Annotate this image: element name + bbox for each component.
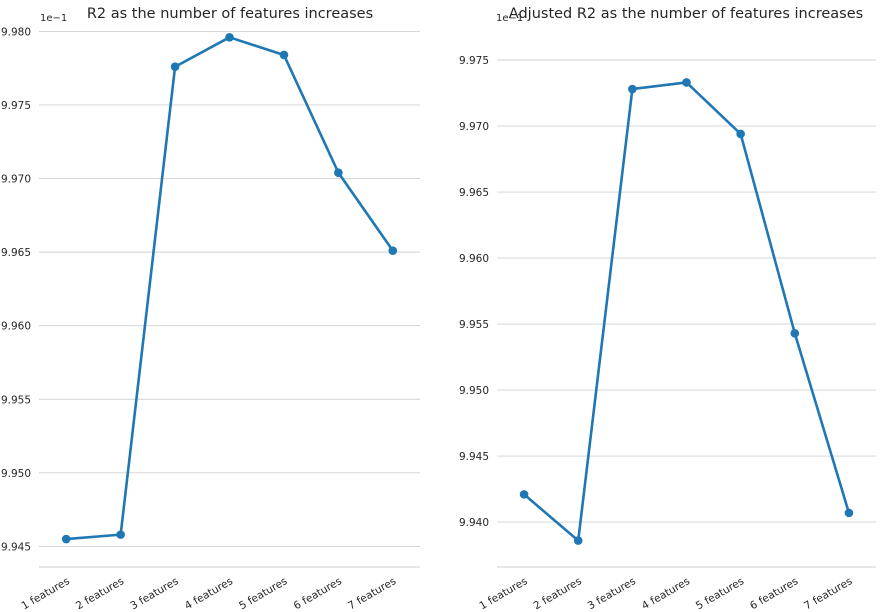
data-point [573, 536, 583, 545]
y-gridlines [39, 30, 420, 547]
y-tick-label: 9.955 [459, 319, 489, 331]
data-point [279, 50, 289, 60]
y-tick-label: 9.950 [459, 385, 489, 397]
adjusted-r2-chart: Adjusted R2 as the number of features in… [459, 6, 876, 612]
x-tick-labels: 1 features 2 features 3 features 4 features… [477, 575, 854, 612]
data-point [844, 508, 854, 518]
y-tick-label: 9.945 [1, 541, 31, 553]
y-tick-label: 9.975 [1, 100, 31, 112]
y-tick-label: 9.980 [1, 26, 31, 38]
y-tick-label: 9.945 [459, 451, 489, 463]
x-tick-label: 3 features [586, 575, 638, 612]
y-gridlines [497, 59, 876, 523]
data-point [334, 168, 343, 177]
data-point [790, 329, 800, 338]
y-tick-label: 9.970 [1, 174, 31, 186]
x-tick-label: 5 features [694, 575, 746, 612]
y-tick-label: 9.950 [1, 468, 31, 480]
data-point [170, 62, 180, 72]
x-tick-label: 4 features [183, 575, 235, 612]
x-tick-label: 7 features [346, 575, 398, 612]
y-tick-label: 9.960 [459, 253, 489, 265]
x-tick-label: 1 features [19, 575, 71, 612]
x-tick-label: 2 features [531, 575, 583, 612]
y-offset-label: 1e−1 [40, 13, 67, 24]
y-tick-label: 9.975 [459, 55, 489, 67]
y-tick-label: 9.940 [459, 517, 489, 529]
r2-chart: R2 as the number of features increases 1… [1, 6, 420, 612]
chart-title: R2 as the number of features increases [87, 6, 373, 22]
x-tick-label: 2 features [74, 575, 126, 612]
y-offset-label: 1e−1 [496, 13, 523, 24]
y-tick-labels: 9.940 9.945 9.950 9.955 9.960 9.965 9.970 9.975 [459, 55, 489, 529]
x-tick-label: 6 features [748, 575, 800, 612]
y-tick-label: 9.955 [1, 394, 31, 406]
x-tick-label: 4 features [640, 575, 692, 612]
series-line [523, 81, 851, 542]
y-tick-label: 9.965 [1, 247, 31, 259]
data-point [519, 490, 529, 499]
x-tick-labels: 1 features 2 features 3 features 4 features… [19, 575, 398, 612]
x-tick-label: 3 features [128, 575, 180, 612]
data-point [61, 534, 71, 544]
x-tick-label: 1 features [477, 575, 529, 612]
x-tick-label: 6 features [292, 575, 344, 612]
chart-title: Adjusted R2 as the number of features in… [509, 6, 863, 22]
data-point [225, 32, 234, 42]
y-tick-label: 9.965 [459, 187, 489, 199]
data-point [628, 84, 637, 94]
data-point [388, 246, 398, 255]
data-point [736, 129, 745, 139]
x-tick-label: 7 features [802, 575, 854, 612]
data-point [116, 530, 125, 539]
data-point [682, 78, 691, 87]
y-tick-label: 9.970 [459, 121, 489, 133]
y-tick-labels: 9.945 9.950 9.955 9.960 9.965 9.970 9.975 9.980 [1, 26, 31, 553]
x-tick-label: 5 features [237, 575, 289, 612]
series-line [66, 35, 394, 541]
y-tick-label: 9.960 [1, 321, 31, 333]
